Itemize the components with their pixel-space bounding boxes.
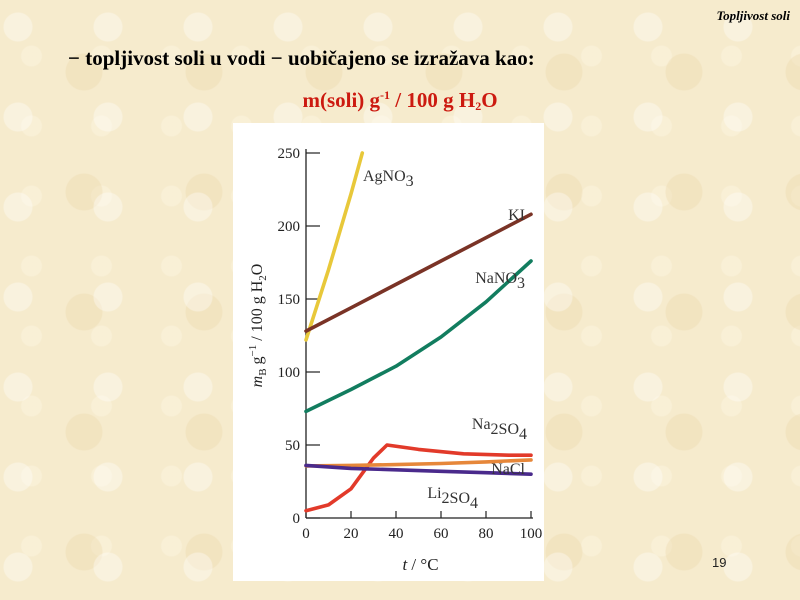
solubility-chart: 0 50 100 150 200 250 0 20 40 60 80 100 AgNO3 KI NaNO3 N… [247, 146, 543, 574]
y-tick-label: 200 [278, 219, 301, 235]
series-line-na2so4 [304, 443, 533, 513]
series-label-nano3: NaNO3 [475, 270, 525, 292]
series-line-agno3 [304, 151, 365, 342]
x-tick-label: 40 [389, 526, 404, 542]
x-tick-label: 80 [479, 526, 494, 542]
series-line-ki [304, 212, 533, 333]
x-tick-label: 100 [520, 526, 543, 542]
solubility-formula: m(soli) g-1 / 100 g H2O [0, 88, 800, 114]
series-line-nano3 [304, 259, 533, 414]
series-label-na2so4: Na2SO4 [472, 416, 527, 443]
series-label-agno3: AgNO3 [363, 168, 414, 190]
y-tick-label: 0 [293, 511, 301, 527]
y-axis-label: mB g−1 / 100 g H2O [247, 264, 269, 388]
bullet-text: − topljivost soli u vodi − uobičajeno se… [68, 46, 535, 70]
series-label-ki: KI [508, 207, 525, 224]
chart-panel: 0 50 100 150 200 250 0 20 40 60 80 100 AgNO3 KI NaNO3 N… [233, 123, 544, 581]
formula-exponent: -1 [380, 88, 391, 102]
y-tick-label: 50 [285, 438, 300, 454]
y-tick-label: 250 [278, 146, 301, 162]
series-line-nacl [304, 458, 533, 468]
series-label-li2so4: Li2SO4 [427, 485, 478, 512]
formula-suffix: O [481, 88, 498, 112]
formula-mid: / 100 g H [390, 88, 476, 112]
x-axis-label: t / °C [402, 555, 438, 574]
y-tick-label: 150 [278, 292, 301, 308]
page-number: 19 [712, 555, 727, 570]
x-tick-label: 20 [344, 526, 359, 542]
formula-prefix: m(soli) g [302, 88, 381, 112]
x-tick-label: 60 [434, 526, 449, 542]
formula-subscript: 2 [475, 99, 482, 113]
slide-header-title: Topljivost soli [716, 8, 790, 23]
series-label-nacl: NaCl [491, 461, 525, 478]
y-tick-label: 100 [278, 365, 301, 381]
series-line-li2so4 [304, 463, 533, 477]
x-tick-label: 0 [302, 526, 310, 542]
